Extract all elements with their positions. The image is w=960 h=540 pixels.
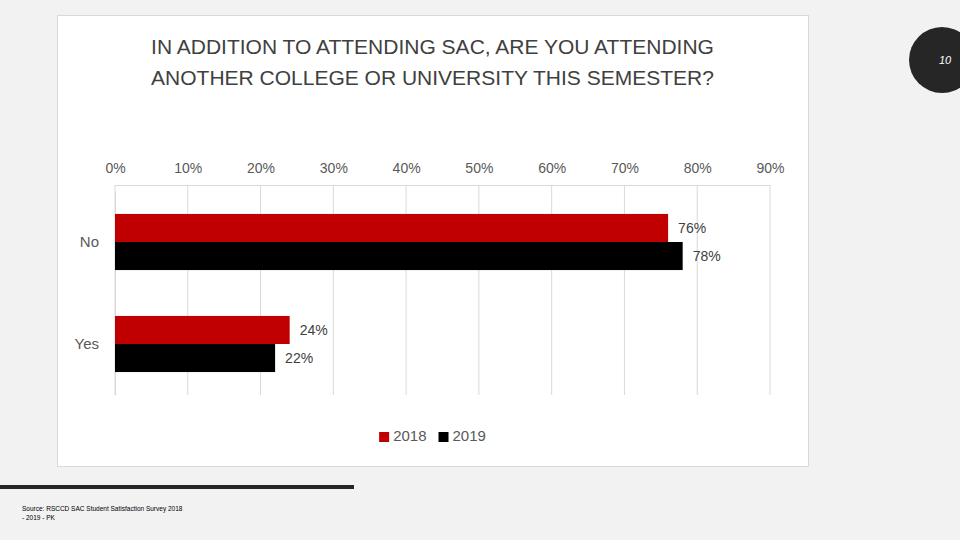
x-tick-label: 0% bbox=[105, 160, 125, 176]
x-tick-label: 40% bbox=[393, 160, 421, 176]
bar bbox=[115, 214, 668, 242]
x-tick: 60% bbox=[538, 160, 566, 185]
x-tick-label: 20% bbox=[247, 160, 275, 176]
x-axis-line bbox=[116, 185, 771, 186]
x-axis: 0% 10% 20% 30% 40% 50% 60% 70% 80% 90% bbox=[105, 160, 784, 186]
chart-area bbox=[58, 16, 809, 467]
x-tick-label: 60% bbox=[538, 160, 566, 176]
x-tick: 20% bbox=[247, 160, 275, 185]
y-tick-label: Yes bbox=[75, 335, 99, 352]
x-tick: 30% bbox=[320, 160, 348, 185]
legend-swatch bbox=[439, 432, 449, 442]
y-tick: No bbox=[80, 233, 115, 250]
grid-line bbox=[697, 185, 698, 395]
bar bbox=[115, 242, 683, 270]
legend-label: 2019 bbox=[453, 427, 486, 444]
chart-title: IN ADDITION TO ATTENDING SAC, ARE YOU AT… bbox=[151, 35, 714, 89]
legend-swatch bbox=[379, 432, 389, 442]
x-tick-label: 80% bbox=[684, 160, 712, 176]
x-tick: 10% bbox=[174, 160, 202, 185]
y-axis: No Yes bbox=[75, 192, 116, 396]
grid-line bbox=[770, 185, 771, 395]
bar-series bbox=[115, 214, 668, 344]
legend-label: 2018 bbox=[393, 427, 426, 444]
slide-background bbox=[0, 0, 960, 540]
x-tick-label: 30% bbox=[320, 160, 348, 176]
slide-number: 10 bbox=[939, 54, 952, 66]
source-note: Source: RSCCD SAC Student Satisfaction S… bbox=[22, 505, 183, 513]
title-line: ANOTHER COLLEGE OR UNIVERSITY THIS SEMES… bbox=[151, 66, 714, 89]
slide-number-badge bbox=[909, 27, 960, 93]
x-tick: 50% bbox=[465, 160, 493, 185]
x-tick: 0% bbox=[105, 160, 125, 185]
x-tick-label: 90% bbox=[756, 160, 784, 176]
source-note: - 2019 - PK bbox=[22, 514, 56, 521]
bars bbox=[115, 214, 683, 372]
legend-item: 2019 bbox=[439, 427, 486, 444]
y-tick-label: No bbox=[80, 233, 99, 250]
data-label: 22% bbox=[285, 350, 313, 366]
bar-series bbox=[115, 242, 683, 372]
data-label: 24% bbox=[300, 322, 328, 338]
x-tick: 80% bbox=[684, 160, 712, 185]
legend-item: 2018 bbox=[379, 427, 426, 444]
x-tick-label: 50% bbox=[465, 160, 493, 176]
x-tick-label: 10% bbox=[174, 160, 202, 176]
bar bbox=[115, 344, 275, 372]
data-labels: 76% 24% 78% 22% bbox=[285, 220, 721, 366]
data-label: 76% bbox=[678, 220, 706, 236]
y-tick: Yes bbox=[75, 335, 115, 352]
x-tick-label: 70% bbox=[611, 160, 639, 176]
title-line: IN ADDITION TO ATTENDING SAC, ARE YOU AT… bbox=[151, 35, 714, 58]
x-tick: 70% bbox=[611, 160, 639, 185]
legend: 2018 2019 bbox=[379, 427, 486, 444]
slide: IN ADDITION TO ATTENDING SAC, ARE YOU AT… bbox=[0, 0, 960, 540]
x-tick: 90% bbox=[756, 160, 784, 185]
bar bbox=[115, 316, 290, 344]
data-label: 78% bbox=[693, 248, 721, 264]
grid bbox=[115, 185, 770, 395]
footer-bar bbox=[0, 485, 354, 489]
x-tick: 40% bbox=[393, 160, 421, 185]
